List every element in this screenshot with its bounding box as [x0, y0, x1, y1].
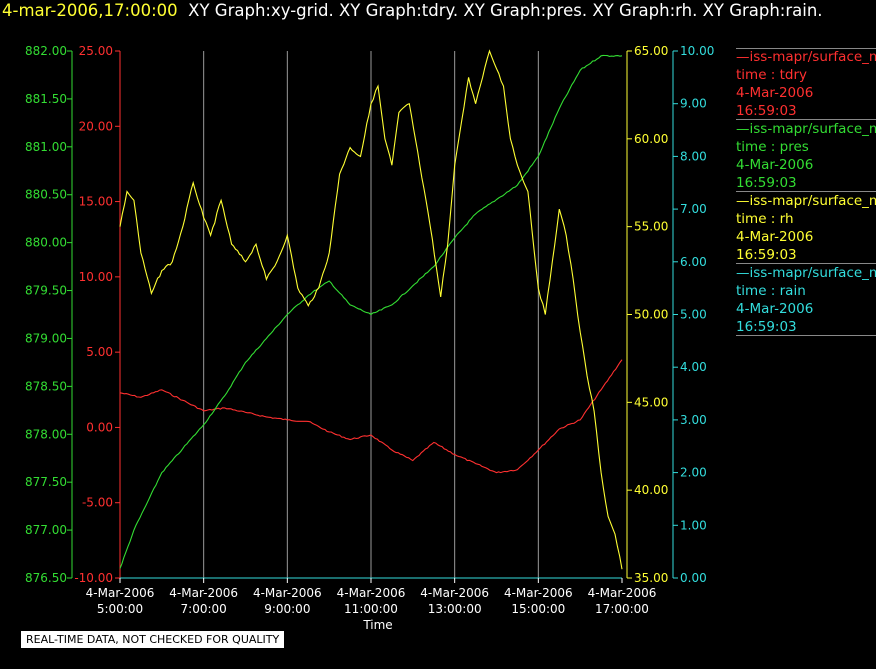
legend-top-separator [736, 48, 876, 49]
rh-tick-label: 35.00 [634, 571, 668, 585]
pres-tick-label: 881.50 [25, 92, 67, 106]
x-tick-time: 7:00:00 [181, 602, 227, 616]
tdry-tick-label: 15.00 [79, 195, 113, 209]
x-axis-label: Time [362, 618, 392, 632]
legend-date: 4-Mar-2006 [736, 301, 814, 317]
legend-separator [736, 119, 876, 120]
tdry-tick-label: 25.00 [79, 44, 113, 58]
x-tick-date: 4-Mar-2006 [253, 586, 322, 600]
legend-date: 4-Mar-2006 [736, 85, 814, 101]
rain-tick-label: 4.00 [680, 360, 707, 374]
rain-tick-label: 1.00 [680, 518, 707, 532]
pres-tick-label: 879.00 [25, 331, 67, 345]
pres-tick-label: 878.00 [25, 427, 67, 441]
x-tick-time: 13:00:00 [428, 602, 482, 616]
rain-tick-label: 2.00 [680, 466, 707, 480]
rh-tick-label: 55.00 [634, 220, 668, 234]
legend-separator [736, 191, 876, 192]
tdry-tick-label: -10.00 [74, 571, 113, 585]
legend-source: —iss-mapr/surface_m [736, 193, 876, 209]
x-tick-date: 4-Mar-2006 [337, 586, 406, 600]
x-tick-time: 5:00:00 [97, 602, 143, 616]
header-graph-list: XY Graph:xy-grid. XY Graph:tdry. XY Grap… [188, 1, 823, 20]
rh-tick-label: 50.00 [634, 308, 668, 322]
pres-tick-label: 877.00 [25, 523, 67, 537]
legend-time: 16:59:03 [736, 247, 797, 263]
legend-time: 16:59:03 [736, 319, 797, 335]
tdry-tick-label: 5.00 [86, 345, 113, 359]
legend-separator [736, 335, 876, 336]
rh-tick-label: 40.00 [634, 483, 668, 497]
legend-time: 16:59:03 [736, 175, 797, 191]
rain-tick-label: 9.00 [680, 97, 707, 111]
rain-tick-label: 3.00 [680, 413, 707, 427]
legend-separator [736, 263, 876, 264]
tdry-tick-label: 0.00 [86, 420, 113, 434]
pres-tick-label: 877.50 [25, 475, 67, 489]
x-tick-date: 4-Mar-2006 [169, 586, 238, 600]
rain-tick-label: 6.00 [680, 255, 707, 269]
rh-tick-label: 65.00 [634, 44, 668, 58]
legend-var: time : rain [736, 283, 806, 299]
legend-var: time : rh [736, 211, 794, 227]
pres-tick-label: 880.00 [25, 236, 67, 250]
x-tick-date: 4-Mar-2006 [420, 586, 489, 600]
pres-tick-label: 881.00 [25, 140, 67, 154]
legend-time: 16:59:03 [736, 103, 797, 119]
legend-var: time : tdry [736, 67, 808, 83]
x-tick-time: 11:00:00 [344, 602, 398, 616]
pres-tick-label: 882.00 [25, 44, 67, 58]
axes: 25.00 20.00 15.00 10.00 5.00 0.00 -5.00 -10.00 8… [25, 44, 714, 585]
legend-var: time : pres [736, 139, 809, 155]
rh-series-line [119, 49, 623, 570]
pres-tick-label: 878.50 [25, 379, 67, 393]
x-tick-date: 4-Mar-2006 [588, 586, 657, 600]
legend-date: 4-Mar-2006 [736, 229, 814, 245]
legend-source: —iss-mapr/surface_m [736, 265, 876, 281]
pres-tick-label: 876.50 [25, 571, 67, 585]
legend-date: 4-Mar-2006 [736, 157, 814, 173]
x-tick-time: 17:00:00 [595, 602, 649, 616]
pres-series-line [119, 54, 623, 569]
rh-tick-label: 60.00 [634, 132, 668, 146]
legend-source: —iss-mapr/surface_m [736, 121, 876, 137]
tdry-tick-label: -5.00 [82, 496, 113, 510]
rain-tick-label: 5.00 [680, 308, 707, 322]
legend-source: —iss-mapr/surface_m [736, 49, 876, 65]
graph-header: 4-mar-2006,17:00:00 XY Graph:xy-grid. XY… [2, 1, 823, 20]
rh-tick-label: 45.00 [634, 395, 668, 409]
pres-tick-label: 879.50 [25, 284, 67, 298]
header-timestamp: 4-mar-2006,17:00:00 [2, 1, 178, 20]
x-tick-date: 4-Mar-2006 [86, 586, 155, 600]
rain-tick-label: 8.00 [680, 149, 707, 163]
x-tick-time: 9:00:00 [264, 602, 310, 616]
rain-tick-label: 7.00 [680, 202, 707, 216]
tdry-tick-label: 10.00 [79, 270, 113, 284]
rain-tick-label: 0.00 [680, 571, 707, 585]
x-tick-time: 15:00:00 [511, 602, 565, 616]
legend: —iss-mapr/surface_m time : tdry 4-Mar-2006… [736, 48, 876, 336]
pres-tick-label: 880.50 [25, 188, 67, 202]
x-axis-ticks: 4-Mar-2006 5:00:00 4-Mar-2006 7:00:00 4-Mar-… [86, 578, 657, 616]
rain-tick-label: 10.00 [680, 44, 714, 58]
tdry-tick-label: 20.00 [79, 119, 113, 133]
quality-notice: REAL-TIME DATA, NOT CHECKED FOR QUALITY [21, 631, 285, 648]
x-tick-date: 4-Mar-2006 [504, 586, 573, 600]
tdry-series-line [119, 359, 623, 474]
